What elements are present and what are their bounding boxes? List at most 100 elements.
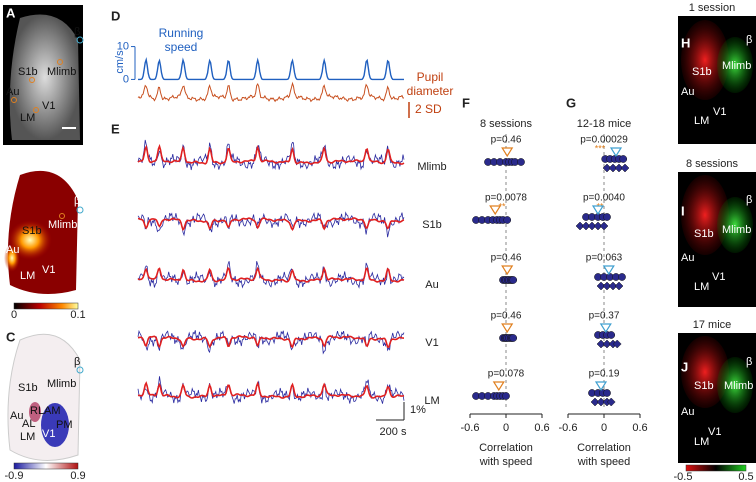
y-tick-label: 0 xyxy=(123,73,129,85)
mean-marker xyxy=(594,381,608,392)
data-diamond xyxy=(606,397,616,407)
area-marker xyxy=(76,36,84,44)
colorbar-label: 0.9 xyxy=(70,470,85,482)
area-marker xyxy=(33,107,39,113)
panel-letter: A xyxy=(6,5,16,20)
panel-letter: J xyxy=(681,359,688,374)
area-label: S1b xyxy=(18,66,38,78)
area-label: β xyxy=(746,194,752,206)
area-label: V1 xyxy=(42,428,55,440)
data-diamond xyxy=(575,221,585,231)
area-label: β xyxy=(746,34,752,46)
mean-marker xyxy=(492,381,505,392)
panel-letter: G xyxy=(566,95,576,110)
panel-letter: E xyxy=(111,121,120,136)
area-label: S1b xyxy=(692,66,712,78)
fluorescence-trace xyxy=(137,261,405,289)
area-label: β xyxy=(746,356,752,368)
data-point xyxy=(502,392,510,400)
data-point xyxy=(503,216,512,224)
area-label: LM xyxy=(694,281,709,293)
panel-letter: I xyxy=(681,203,685,218)
map-region xyxy=(717,197,753,253)
x-axis-label: with speed xyxy=(577,456,631,468)
data-point xyxy=(509,334,518,342)
panel-b: B β Mlimb S1b Au LM V1 0 0.1 xyxy=(3,163,86,321)
row-label: LM xyxy=(424,395,439,407)
scale-label: 1% xyxy=(410,404,426,416)
mean-marker xyxy=(599,323,612,334)
area-label: Mlimb xyxy=(722,60,751,72)
colorbar-label: 0.5 xyxy=(738,471,753,482)
p-value: p=0.00029 xyxy=(580,135,628,146)
area-marker xyxy=(59,213,65,219)
data-point xyxy=(603,213,611,221)
colorbar-label: 0 xyxy=(11,309,17,321)
area-label: Au xyxy=(681,86,694,98)
fluorescence-trace xyxy=(137,376,405,405)
x-tick-label: -0.6 xyxy=(559,422,578,434)
area-label: AL xyxy=(22,418,35,430)
colorbar xyxy=(685,464,747,472)
area-label: Au xyxy=(10,410,23,422)
series-label: speed xyxy=(165,40,198,54)
series-label: Pupil xyxy=(417,70,444,84)
panel-j: 17 mice J β Mlimb S1b Au LM V1 -0.5 0.5 xyxy=(674,319,756,482)
panel-title: 1 session xyxy=(689,2,735,14)
area-label: LM xyxy=(20,431,35,443)
p-value: p=0.078 xyxy=(488,369,525,380)
predicted-trace xyxy=(137,143,405,165)
data-diamond xyxy=(599,221,609,231)
mean-marker xyxy=(591,205,605,216)
area-label: V1 xyxy=(712,271,725,283)
pupil-trace xyxy=(137,81,404,103)
predicted-trace xyxy=(137,217,405,232)
panel-letter: D xyxy=(111,8,120,23)
data-point xyxy=(619,155,628,163)
area-label: Au xyxy=(681,252,694,264)
area-label: Mlimb xyxy=(48,219,77,231)
data-point xyxy=(603,389,611,397)
data-diamond xyxy=(608,163,618,173)
p-value: p=0.46 xyxy=(491,253,522,264)
heat-spot xyxy=(8,220,52,260)
area-label: S1b xyxy=(694,228,714,240)
speed-trace xyxy=(138,57,404,81)
fluorescence-trace xyxy=(137,329,405,355)
mean-marker xyxy=(501,323,514,334)
map-region xyxy=(681,175,729,255)
panel-i: 8 sessions I β Mlimb S1b Au LM V1 xyxy=(678,158,756,307)
p-value: p=0.0040 xyxy=(583,193,625,204)
area-label: AM xyxy=(44,405,61,417)
data-diamond xyxy=(596,397,606,407)
data-diamond xyxy=(587,221,597,231)
area-label: V1 xyxy=(713,106,726,118)
area-marker xyxy=(76,206,84,214)
brain-image xyxy=(9,14,80,141)
p-value: p=0.46 xyxy=(491,135,522,146)
row-label: Au xyxy=(425,279,438,291)
area-label: LM xyxy=(20,112,35,124)
p-value: p=0.37 xyxy=(589,311,620,322)
significance: ** xyxy=(498,201,506,211)
x-tick-label: -0.6 xyxy=(461,422,480,434)
map-region xyxy=(717,37,753,93)
data-diamond xyxy=(596,339,606,349)
colorbar-label: -0.9 xyxy=(5,470,24,482)
data-diamond xyxy=(590,397,600,407)
x-tick-label: 0.6 xyxy=(632,422,647,434)
panel-letter: B xyxy=(6,163,15,178)
panel-a: A β Mlimb S1b Au LM V1 xyxy=(3,5,84,145)
data-point xyxy=(509,276,518,284)
map-region xyxy=(29,402,41,422)
map-region xyxy=(681,336,729,408)
data-point xyxy=(517,158,525,166)
area-marker xyxy=(11,97,17,103)
mean-marker xyxy=(501,147,514,158)
panel-title: 8 sessions xyxy=(480,118,532,130)
significance: *** xyxy=(595,143,606,153)
area-marker xyxy=(76,366,84,374)
p-value: p=0.19 xyxy=(589,369,620,380)
data-diamond xyxy=(602,281,612,291)
predicted-trace xyxy=(137,381,405,399)
